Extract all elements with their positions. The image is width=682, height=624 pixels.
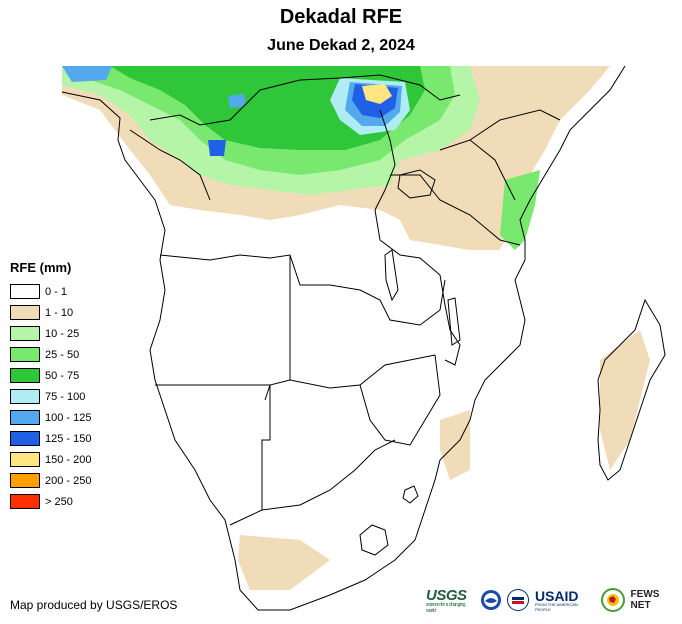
legend-title: RFE (mm)	[10, 260, 72, 275]
border-tanzania	[390, 174, 521, 246]
rfe-spot-west-2	[228, 94, 246, 108]
legend-item: 10 - 25	[10, 323, 91, 344]
border-botswana-sa	[261, 439, 396, 511]
fews-globe-icon	[600, 588, 625, 612]
legend-item: > 250	[10, 491, 91, 512]
legend-label: 125 - 150	[45, 432, 92, 445]
legend-label: 10 - 25	[45, 327, 80, 340]
rfe-south-tan-1	[238, 535, 330, 590]
rainfall-shading	[62, 66, 650, 590]
map-title: Dekadal RFE	[279, 6, 403, 28]
legend-swatch	[10, 305, 40, 320]
legend-swatch	[10, 473, 40, 488]
border-zambia-zimbabwe	[289, 354, 436, 389]
legend-label: 50 - 75	[45, 369, 80, 382]
border-kenya	[439, 139, 516, 201]
legend-item: 50 - 75	[10, 365, 91, 386]
legend-label: 75 - 100	[45, 390, 86, 403]
lake-victoria	[397, 169, 436, 199]
legend-label: 150 - 200	[45, 453, 92, 466]
legend-label: 200 - 250	[45, 474, 92, 487]
border-car-congo	[149, 74, 461, 126]
legend-item: 1 - 10	[10, 302, 91, 323]
handshake-icon	[512, 597, 525, 604]
rfe-spot-west-1	[208, 140, 226, 156]
legend-label: > 250	[45, 495, 73, 508]
border-namibia-botswana	[155, 384, 271, 526]
madagascar	[597, 298, 666, 481]
border-uganda-drc	[374, 109, 441, 276]
legend-item: 150 - 200	[10, 449, 91, 470]
noaa-logo-icon	[481, 590, 502, 610]
map-subtitle: June Dekad 2, 2024	[267, 37, 415, 54]
border-drc-south	[159, 254, 446, 326]
legend-item: 0 - 1	[10, 281, 91, 302]
usaid-logo-text: USAID	[534, 588, 579, 604]
legend-item: 100 - 125	[10, 407, 91, 428]
usgs-logo-text: USGS	[426, 586, 467, 604]
usgs-tagline: science for a changing world	[426, 601, 466, 614]
border-zimbabwe-moz	[359, 354, 441, 446]
border-malawi	[439, 274, 461, 366]
legend-item: 200 - 250	[10, 470, 91, 491]
usaid-seal-icon	[507, 589, 529, 611]
legend-swatch	[10, 284, 40, 299]
legend-label: 1 - 10	[45, 306, 74, 319]
globe-icon	[606, 594, 619, 606]
legend-swatch	[10, 389, 40, 404]
rfe-spot-west-3	[62, 66, 112, 82]
legend-label: 100 - 125	[45, 411, 92, 424]
legend-label: 25 - 50	[45, 348, 80, 361]
eswatini	[402, 485, 419, 504]
usaid-logo: USAID FROM THE AMERICAN PEOPLE	[535, 588, 595, 612]
legend-swatch	[10, 431, 40, 446]
legend-swatch	[10, 494, 40, 509]
legend-item: 25 - 50	[10, 344, 91, 365]
legend-swatch	[10, 452, 40, 467]
legend-swatch	[10, 368, 40, 383]
country-boundaries	[61, 65, 666, 611]
border-gabon-congo	[129, 129, 211, 201]
legend-item: 75 - 100	[10, 386, 91, 407]
legend-swatch	[10, 347, 40, 362]
usaid-tagline: FROM THE AMERICAN PEOPLE	[534, 602, 578, 612]
rfe-madagascar-tan	[600, 330, 650, 470]
border-ethiopia-somalia	[469, 109, 561, 141]
rfe-band-150-200	[362, 84, 392, 104]
border-angola-zambia	[264, 255, 291, 401]
legend: RFE (mm) 0 - 1 1 - 10 10 - 25 25 - 50 50 - 7…	[10, 260, 91, 512]
legend-swatch	[10, 410, 40, 425]
legend-label: 0 - 1	[45, 285, 68, 298]
logo-bar: USGS science for a changing world USAID …	[424, 586, 682, 614]
lesotho	[359, 524, 389, 556]
noaa-bird-icon	[484, 593, 499, 607]
lake-tanganyika	[384, 249, 399, 302]
lake-malawi	[447, 297, 461, 346]
legend-item: 125 - 150	[10, 428, 91, 449]
map-credit: Map produced by USGS/EROS	[10, 598, 178, 612]
usgs-logo: USGS science for a changing world	[424, 587, 475, 614]
fews-logo-text: FEWS NET	[630, 589, 660, 611]
legend-swatch	[10, 326, 40, 341]
legend-rows: 0 - 1 1 - 10 10 - 25 25 - 50 50 - 75 75 - 100…	[10, 281, 91, 512]
